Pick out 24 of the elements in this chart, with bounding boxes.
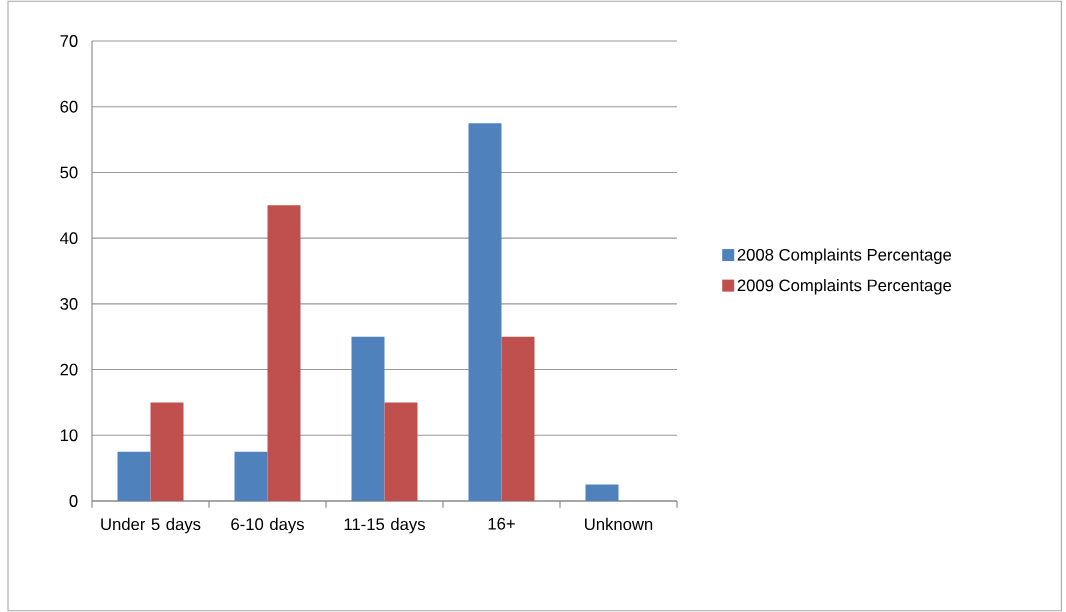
y-tick-label: 40 xyxy=(60,232,78,245)
bar xyxy=(384,402,418,501)
x-tick-label: 11-15 days xyxy=(344,517,425,534)
bar xyxy=(150,402,184,501)
y-tick-label: 0 xyxy=(69,495,78,507)
bar xyxy=(585,484,619,501)
y-tick-label: 30 xyxy=(60,297,78,310)
x-tick-label: Unknown xyxy=(585,517,653,531)
bar xyxy=(234,451,268,501)
legend-label: 2009 Complaints Percentage xyxy=(737,279,952,295)
x-tick-label: Under 5 days xyxy=(101,517,201,534)
y-tick-label: 70 xyxy=(60,35,78,47)
bar xyxy=(468,123,502,501)
x-tick-label: 16+ xyxy=(488,517,515,530)
legend-label: 2008 Complaints Percentage xyxy=(737,248,952,264)
x-tick-label: 6-10 days xyxy=(231,517,304,534)
bar xyxy=(117,451,151,501)
bar xyxy=(267,205,301,501)
y-tick-label: 20 xyxy=(60,363,78,376)
bar xyxy=(501,336,535,501)
y-tick-label: 60 xyxy=(60,100,78,113)
y-tick-label: 10 xyxy=(60,429,78,442)
y-tick-label: 50 xyxy=(60,166,78,179)
bar xyxy=(351,336,385,501)
